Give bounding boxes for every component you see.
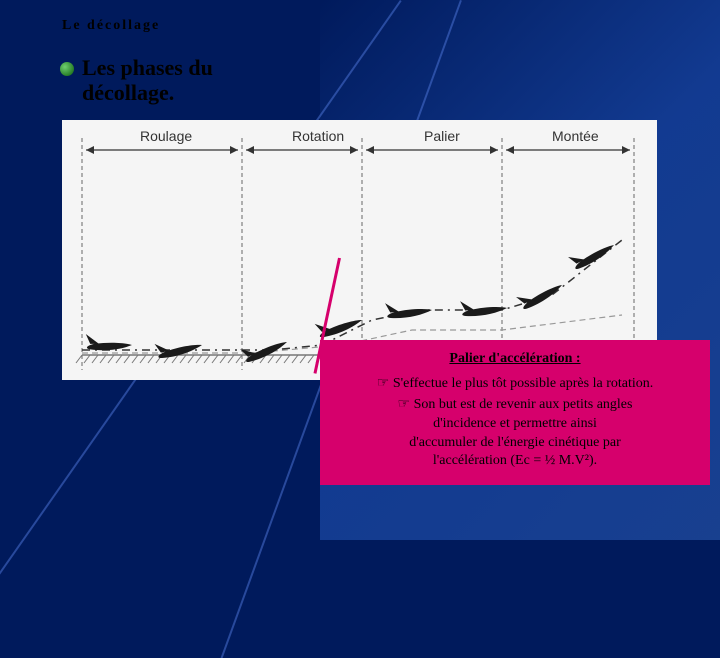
page-subtitle: Les phases du décollage.: [82, 55, 213, 106]
phase-label-rotation: Rotation: [292, 128, 344, 144]
pointer-icon: ☞: [377, 374, 390, 390]
subtitle-line-1: Les phases du: [82, 55, 213, 80]
callout-line-3: d'incidence et permettre ainsi: [334, 415, 696, 434]
callout-title: Palier d'accélération :: [334, 350, 696, 369]
callout-text-1: S'effectue le plus tôt possible après la…: [393, 376, 653, 391]
callout-line-4: d'accumuler de l'énergie cinétique par: [334, 434, 696, 453]
phase-label-palier: Palier: [424, 128, 460, 144]
subtitle-line-2: décollage.: [82, 80, 174, 105]
bullet-icon: [60, 62, 74, 76]
phase-label-montée: Montée: [552, 128, 599, 144]
page-heading: Le décollage: [62, 18, 160, 34]
callout-box: Palier d'accélération : ☞ S'effectue le …: [320, 340, 710, 485]
phase-label-roulage: Roulage: [140, 128, 192, 144]
callout-line-1: ☞ S'effectue le plus tôt possible après …: [334, 373, 696, 394]
callout-line-5: l'accélération (Ec = ½ M.V²).: [334, 452, 696, 471]
callout-text-2: Son but est de revenir aux petits angles: [414, 397, 633, 412]
callout-line-2: ☞ Son but est de revenir aux petits angl…: [334, 394, 696, 415]
pointer-icon: ☞: [398, 395, 411, 411]
